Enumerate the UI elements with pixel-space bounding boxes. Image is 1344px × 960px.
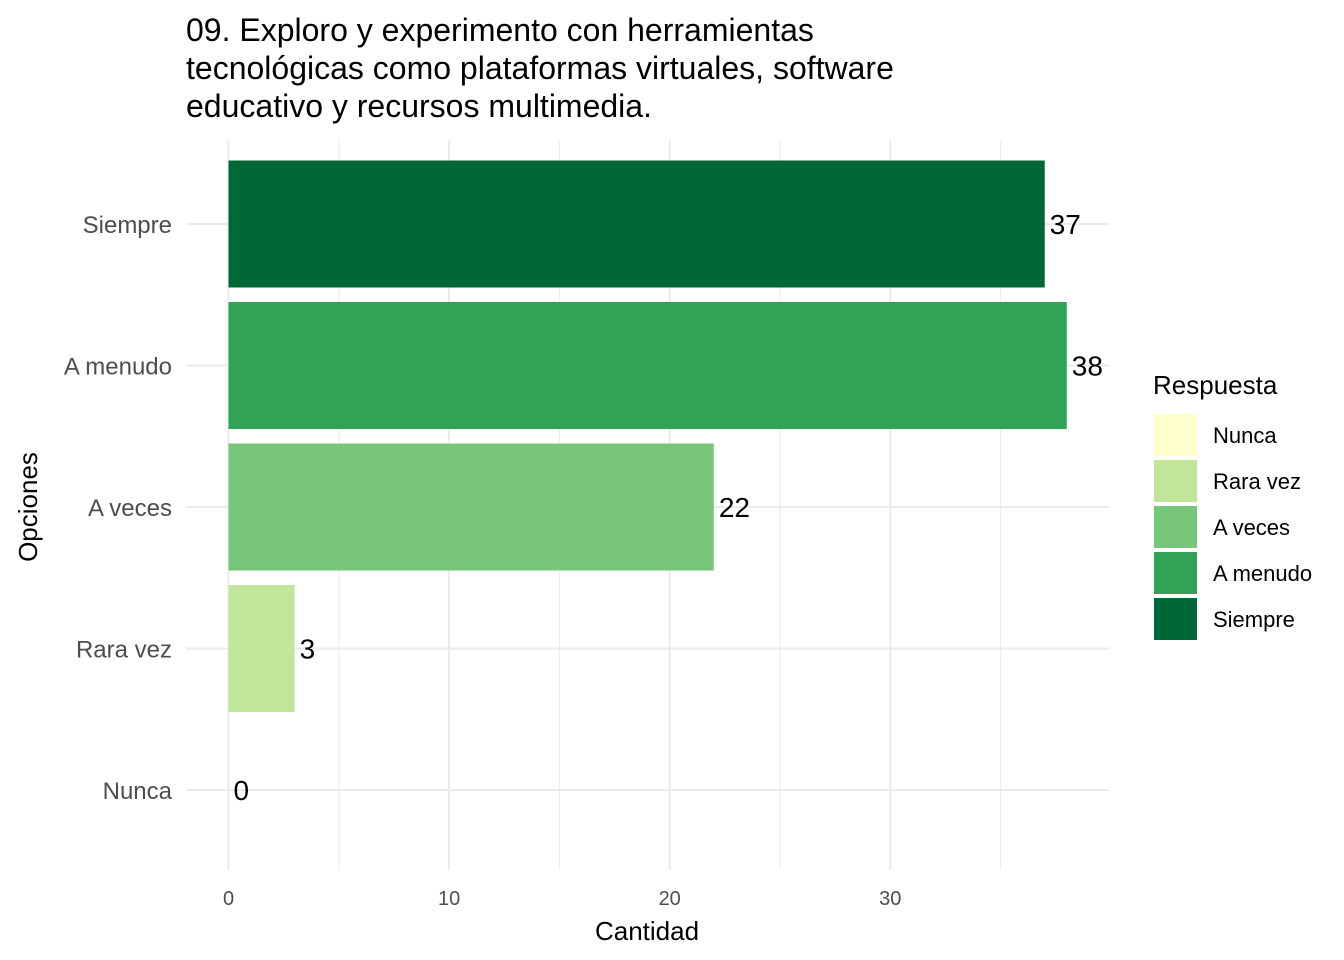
bar-a-menudo	[228, 302, 1067, 429]
data-labels: 0 3 22 38 37	[234, 209, 1103, 806]
legend-label-rara-vez: Rara vez	[1213, 469, 1301, 494]
bars	[228, 160, 1067, 712]
legend: Respuesta Nunca Rara vez A veces A menudo Si…	[1153, 370, 1312, 640]
y-tick-label: Nunca	[103, 778, 173, 805]
legend-swatch-a-veces	[1154, 506, 1197, 548]
bar-a-veces	[228, 443, 714, 571]
legend-swatch-nunca	[1154, 414, 1197, 456]
legend-label-a-veces: A veces	[1213, 515, 1290, 540]
y-tick-label: A veces	[88, 495, 172, 522]
data-label-rara-vez: 3	[300, 634, 316, 665]
x-axis: 0 10 20 30	[223, 888, 901, 910]
data-label-a-menudo: 38	[1072, 351, 1103, 382]
legend-items: Nunca Rara vez A veces A menudo Siempre	[1154, 414, 1312, 640]
data-label-a-veces: 22	[719, 492, 750, 523]
x-tick-label: 20	[659, 888, 681, 910]
x-axis-title: Cantidad	[595, 916, 699, 946]
plot-panel: 0 3 22 38 37	[186, 140, 1109, 870]
legend-swatch-rara-vez	[1154, 460, 1197, 502]
y-axis: Nunca Rara vez A veces A menudo Siempre	[64, 212, 173, 805]
data-label-nunca: 0	[234, 775, 250, 806]
x-tick-label: 10	[438, 888, 460, 910]
y-tick-label: Siempre	[83, 212, 172, 239]
legend-swatch-a-menudo	[1154, 552, 1197, 594]
legend-title: Respuesta	[1153, 370, 1278, 400]
data-label-siempre: 37	[1050, 209, 1081, 240]
bar-siempre	[228, 160, 1045, 288]
x-tick-label: 30	[879, 888, 901, 910]
y-tick-label: A menudo	[64, 354, 172, 381]
chart-title-line-3: educativo y recursos multimedia.	[186, 88, 652, 124]
legend-label-nunca: Nunca	[1213, 423, 1277, 448]
legend-label-a-menudo: A menudo	[1213, 561, 1312, 586]
y-axis-title: Opciones	[13, 452, 43, 562]
legend-label-siempre: Siempre	[1213, 607, 1295, 632]
x-tick-label: 0	[223, 888, 234, 910]
y-tick-label: Rara vez	[76, 637, 172, 664]
chart-title-line-1: 09. Exploro y experimento con herramient…	[186, 12, 814, 48]
legend-swatch-siempre	[1154, 598, 1197, 640]
bar-rara-vez	[228, 585, 295, 712]
chart-title: 09. Exploro y experimento con herramient…	[186, 12, 894, 124]
chart-title-line-2: tecnológicas como plataformas virtuales,…	[186, 50, 894, 86]
